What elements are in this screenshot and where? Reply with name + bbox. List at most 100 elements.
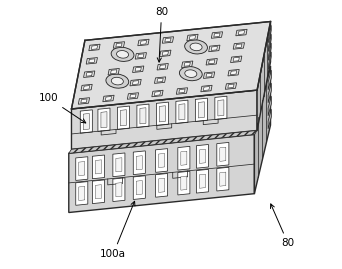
Polygon shape: [159, 178, 165, 192]
Polygon shape: [83, 71, 95, 77]
Ellipse shape: [117, 51, 129, 58]
Polygon shape: [179, 89, 185, 93]
Polygon shape: [157, 63, 168, 70]
Polygon shape: [116, 43, 122, 47]
Polygon shape: [176, 100, 188, 123]
Polygon shape: [155, 77, 166, 83]
Polygon shape: [268, 25, 271, 43]
Polygon shape: [184, 62, 190, 66]
Text: 100a: 100a: [100, 201, 135, 259]
Polygon shape: [92, 180, 105, 204]
Polygon shape: [176, 88, 188, 94]
Ellipse shape: [190, 43, 202, 51]
Polygon shape: [162, 37, 174, 43]
Polygon shape: [268, 96, 271, 116]
Polygon shape: [160, 65, 166, 69]
Polygon shape: [211, 32, 223, 38]
Polygon shape: [86, 72, 92, 76]
Polygon shape: [132, 81, 139, 85]
Polygon shape: [69, 134, 254, 213]
Polygon shape: [113, 153, 125, 177]
Polygon shape: [120, 110, 127, 126]
Polygon shape: [156, 174, 168, 197]
Polygon shape: [162, 51, 169, 55]
Polygon shape: [133, 66, 144, 72]
Polygon shape: [136, 180, 142, 195]
Polygon shape: [199, 174, 206, 188]
Polygon shape: [268, 43, 271, 61]
Polygon shape: [179, 104, 185, 120]
Polygon shape: [231, 56, 242, 63]
Polygon shape: [215, 96, 227, 120]
Polygon shape: [181, 151, 187, 165]
Polygon shape: [83, 86, 90, 90]
Polygon shape: [209, 45, 220, 52]
Polygon shape: [217, 142, 229, 166]
Polygon shape: [268, 52, 271, 69]
Polygon shape: [92, 155, 105, 179]
Polygon shape: [182, 61, 193, 68]
Polygon shape: [236, 44, 242, 48]
Polygon shape: [154, 91, 161, 95]
Polygon shape: [209, 60, 215, 64]
Polygon shape: [113, 178, 125, 201]
Polygon shape: [89, 44, 100, 51]
Polygon shape: [195, 98, 208, 122]
Polygon shape: [117, 106, 130, 129]
Polygon shape: [98, 108, 110, 132]
Polygon shape: [81, 99, 87, 103]
Polygon shape: [268, 83, 271, 103]
Text: 80: 80: [155, 7, 168, 62]
Polygon shape: [156, 149, 168, 172]
Polygon shape: [254, 66, 271, 194]
Polygon shape: [133, 151, 145, 175]
Polygon shape: [178, 171, 190, 195]
Polygon shape: [89, 59, 95, 63]
Polygon shape: [110, 70, 117, 74]
Polygon shape: [108, 68, 119, 75]
Polygon shape: [203, 87, 210, 91]
Polygon shape: [238, 31, 245, 34]
Polygon shape: [137, 104, 149, 128]
Polygon shape: [127, 93, 139, 99]
Polygon shape: [220, 172, 226, 186]
Polygon shape: [233, 57, 239, 61]
Polygon shape: [201, 85, 212, 92]
Polygon shape: [83, 114, 89, 130]
Polygon shape: [116, 158, 122, 172]
Polygon shape: [152, 90, 163, 97]
Polygon shape: [79, 161, 85, 176]
Polygon shape: [135, 53, 146, 59]
Polygon shape: [130, 79, 141, 86]
Polygon shape: [218, 100, 224, 116]
Polygon shape: [159, 106, 166, 122]
Polygon shape: [113, 42, 124, 48]
Polygon shape: [198, 102, 205, 118]
Text: 100: 100: [39, 93, 86, 123]
Polygon shape: [187, 34, 198, 41]
Ellipse shape: [185, 40, 208, 54]
Polygon shape: [228, 69, 239, 76]
Polygon shape: [79, 186, 85, 200]
Polygon shape: [236, 29, 247, 36]
Polygon shape: [196, 144, 209, 168]
Polygon shape: [228, 84, 234, 88]
Polygon shape: [257, 22, 271, 130]
Polygon shape: [214, 33, 220, 37]
Polygon shape: [268, 34, 271, 52]
Polygon shape: [116, 183, 122, 197]
Polygon shape: [101, 112, 107, 128]
Polygon shape: [80, 110, 92, 133]
Polygon shape: [196, 169, 209, 193]
Polygon shape: [159, 153, 165, 168]
Polygon shape: [220, 147, 226, 161]
Polygon shape: [95, 185, 102, 199]
Polygon shape: [165, 38, 171, 42]
Polygon shape: [133, 176, 145, 199]
Polygon shape: [203, 72, 215, 79]
Polygon shape: [78, 98, 90, 104]
Polygon shape: [211, 47, 218, 50]
Polygon shape: [91, 45, 97, 49]
Polygon shape: [233, 43, 245, 49]
Polygon shape: [71, 22, 271, 109]
